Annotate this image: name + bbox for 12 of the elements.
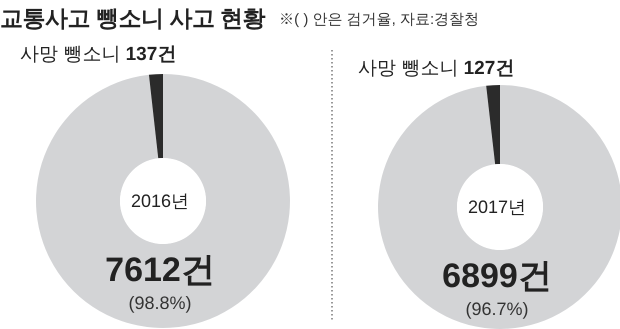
- slice-label: 사망 뺑소니: [358, 58, 464, 79]
- chart-title: 교통사고 뺑소니 사고 현황: [0, 5, 266, 31]
- text: ※( ) 안은 검거율, 자료:경찰청: [279, 11, 480, 28]
- data-label: 127건: [464, 58, 514, 79]
- data-label: 6899건: [442, 257, 552, 295]
- slice-label: 사망 뺑소니: [20, 44, 126, 65]
- text: 2017년: [468, 196, 526, 217]
- text: (98.8%): [128, 293, 192, 313]
- data-label: 7612건: [105, 251, 215, 289]
- text: 2016년: [130, 190, 190, 211]
- data-label: 137건: [126, 44, 176, 65]
- text: (96.7%): [465, 299, 529, 319]
